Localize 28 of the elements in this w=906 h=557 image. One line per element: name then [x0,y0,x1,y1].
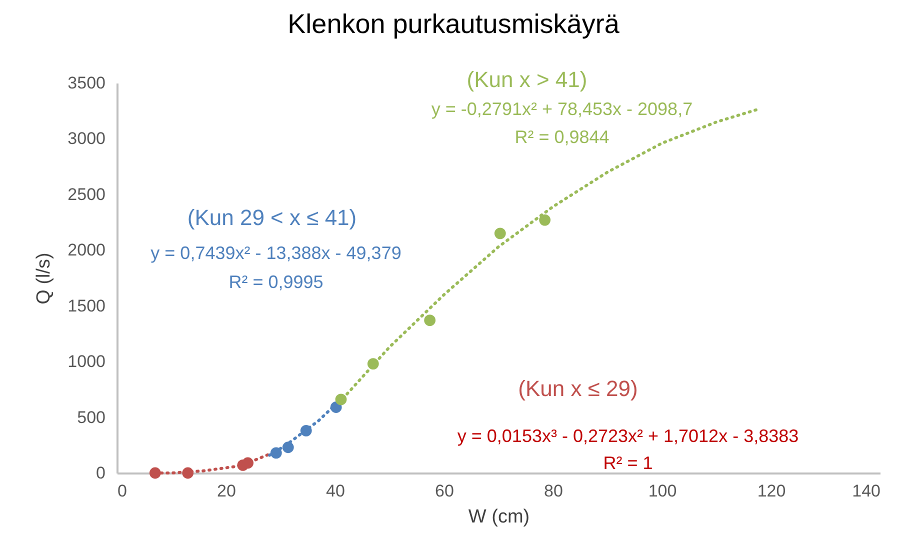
x-tick-label: 20 [217,482,236,500]
annotation: y = 0,0153x³ - 0,2723x² + 1,7012x - 3,8383 [457,426,799,446]
y-tick-label: 500 [77,408,106,427]
y-axis-title: Q (l/s) [34,252,55,304]
annotation: (Kun 29 < x ≤ 41) [187,205,357,230]
x-tick-label: 100 [648,482,677,500]
annotation: y = 0,7439x² - 13,388x - 49,379 [150,243,402,263]
annotation: R² = 1 [603,453,653,473]
x-tick-label: 140 [852,482,880,500]
y-tick-label: 2000 [68,240,106,260]
x-axis-title: W (cm) [468,506,530,528]
x-tick-label: 120 [757,482,786,500]
x-tick-label: 40 [326,482,345,500]
y-tick-label: 3500 [68,74,106,92]
annotation: (Kun x ≤ 29) [518,376,638,401]
y-tick-label: 3000 [68,129,106,148]
chart-title: Klenkon purkautusmiskäyrä [288,9,620,39]
x-tick-label: 0 [118,482,127,500]
annotation: R² = 0,9995 [228,272,324,292]
x-tick-label: 60 [435,482,454,500]
y-tick-label: 1500 [68,296,106,316]
y-tick-label: 0 [96,464,106,482]
annotation: (Kun x > 41) [466,67,588,92]
annotation: R² = 0,9844 [514,127,610,147]
y-tick-label: 2500 [68,184,106,204]
x-tick-label: 80 [544,482,563,500]
y-tick-label: 1000 [68,352,106,372]
annotation: y = -0,2791x² + 78,453x - 2098,7 [431,99,693,119]
